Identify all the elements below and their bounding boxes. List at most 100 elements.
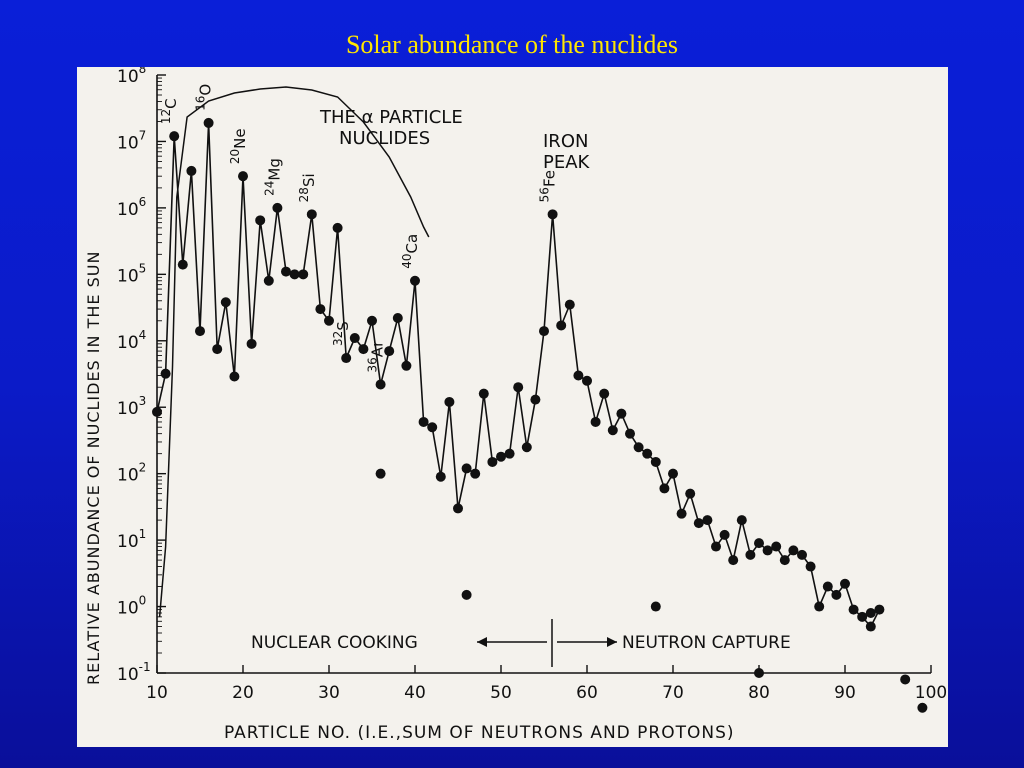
data-point [745, 549, 756, 560]
data-point [272, 202, 283, 213]
data-point [702, 515, 713, 526]
nuclide-label: 28Si [297, 173, 318, 202]
x-tick-label: 80 [748, 683, 770, 703]
isolated-point [375, 468, 386, 479]
data-points [152, 117, 885, 632]
data-point [814, 601, 825, 612]
data-point [238, 171, 248, 182]
data-point [203, 117, 214, 128]
data-point [263, 275, 274, 286]
data-point [822, 581, 833, 592]
data-point [573, 370, 584, 381]
data-point [616, 408, 627, 419]
data-point [779, 555, 790, 566]
data-point [771, 541, 782, 552]
alpha-envelope-curve [158, 86, 430, 618]
y-tick-label: 105 [117, 261, 146, 286]
data-point [367, 315, 377, 326]
data-point [289, 269, 300, 280]
arrow-right-head [607, 637, 617, 647]
y-tick-label: 100 [117, 594, 146, 619]
slide-title: Solar abundance of the nuclides [345, 30, 679, 59]
data-point [736, 515, 747, 526]
nuclide-label: 16O [194, 84, 215, 111]
data-point [788, 545, 799, 556]
data-point [496, 451, 506, 462]
data-point [719, 529, 730, 540]
isolated-point [650, 601, 661, 612]
y-tick-label: 103 [117, 394, 146, 419]
nuclide-label: 36Ar [366, 340, 387, 373]
abundance-chart: 108 107 106 105 104 103 102 101 100 10-1 10 20 30 40… [84, 67, 947, 743]
y-tick-label: 10-1 [117, 660, 151, 685]
x-tick-label: 60 [576, 683, 598, 703]
alpha-heading: THE α PARTICLE [319, 107, 463, 128]
data-point [547, 209, 558, 220]
data-point [229, 371, 240, 382]
y-tick-label: 102 [117, 461, 146, 486]
y-tick-label: 104 [117, 328, 146, 353]
data-point [762, 545, 773, 556]
data-point [539, 326, 549, 337]
data-point [530, 394, 541, 405]
data-point [324, 315, 334, 326]
data-point [625, 428, 635, 439]
data-point [177, 259, 188, 270]
data-point [840, 578, 850, 589]
data-point [848, 604, 859, 615]
nuclide-label: 40Ca [400, 234, 421, 269]
x-tick-label: 70 [662, 683, 684, 703]
y-tick-label: 101 [117, 527, 146, 552]
data-point [160, 368, 171, 379]
y-tick-label: 106 [117, 195, 146, 220]
isolated-point [900, 674, 911, 685]
nuclide-label: 12C [159, 98, 180, 124]
isolated-point [461, 589, 472, 600]
data-point [461, 463, 472, 474]
data-point [186, 165, 197, 176]
axes [156, 75, 931, 674]
iron-heading-2: PEAK [543, 152, 591, 173]
y-tick-label: 108 [117, 67, 146, 87]
data-point [332, 222, 343, 233]
data-point [865, 621, 876, 632]
data-point [797, 549, 807, 560]
data-point [487, 456, 498, 467]
data-point [564, 299, 575, 310]
data-point [444, 396, 455, 407]
data-point [358, 344, 369, 355]
alpha-heading-2: NUCLIDES [339, 128, 430, 149]
data-point [255, 215, 266, 226]
data-point [556, 320, 567, 331]
chart-figure: 108 107 106 105 104 103 102 101 100 10-1 10 20 30 40… [77, 67, 948, 747]
x-axis-title: PARTICLE NO. (I.E.,SUM OF NEUTRONS AND P… [224, 723, 735, 743]
isolated-point [754, 668, 764, 678]
x-tick-label: 10 [146, 683, 168, 703]
data-point [642, 448, 653, 459]
y-axis-title: RELATIVE ABUNDANCE OF NUCLIDES IN THE SU… [84, 251, 103, 685]
data-point [590, 416, 601, 427]
data-point [728, 555, 739, 566]
arrow-left-head [477, 637, 487, 647]
data-point [392, 313, 403, 324]
data-point [375, 379, 386, 390]
nuclide-label: 32S [331, 321, 352, 346]
data-point [831, 589, 842, 600]
y-axis-ticks: 108 107 106 105 104 103 102 101 100 10-1 [117, 67, 166, 685]
data-point [711, 541, 721, 552]
data-point [521, 442, 532, 453]
y-tick-label: 107 [117, 128, 146, 153]
x-tick-label: 100 [915, 683, 947, 703]
isolated-points [375, 468, 928, 713]
data-point [410, 275, 420, 286]
data-point [478, 388, 489, 399]
data-point [349, 333, 360, 344]
data-point [453, 503, 463, 514]
data-point [754, 538, 764, 549]
data-point [607, 425, 618, 436]
data-point [401, 360, 412, 371]
x-tick-label: 50 [490, 683, 512, 703]
data-point [513, 382, 524, 393]
data-point [315, 304, 326, 315]
data-point [341, 353, 352, 364]
